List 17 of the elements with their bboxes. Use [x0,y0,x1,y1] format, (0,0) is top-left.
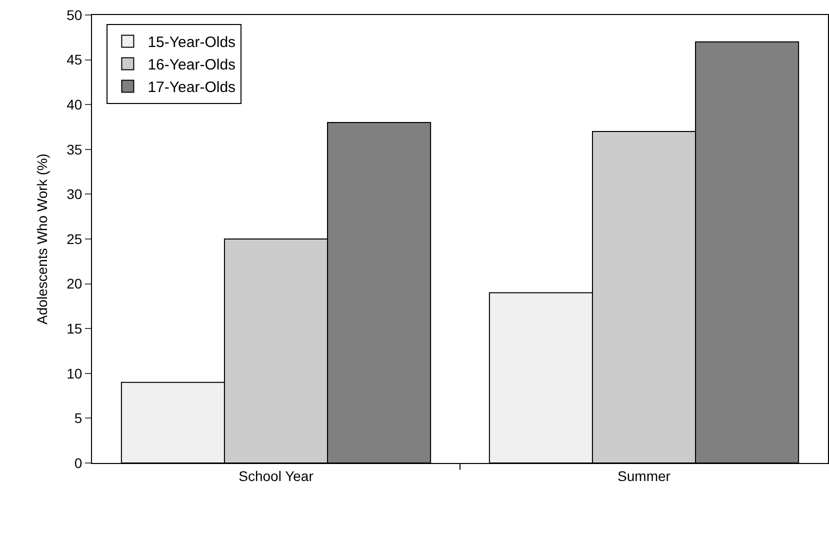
y-tick-label: 0 [74,454,82,471]
legend-label: 16-Year-Olds [148,56,236,74]
y-axis-title: Adolescents Who Work (%) [34,154,50,324]
y-tick-label: 45 [66,52,82,68]
y-tick-label: 40 [66,96,82,112]
y-tick-label: 10 [66,365,82,382]
y-tick-label: 30 [66,186,82,202]
x-tick-label: Summer [618,468,671,484]
legend-label: 15-Year-Olds [148,34,236,52]
x-tick-label: School Year [238,468,314,484]
y-tick-label: 50 [66,6,82,23]
legend-label: 17-Year-Olds [148,79,236,96]
y-tick-label: 15 [66,320,82,336]
y-tick-label: 20 [66,276,82,292]
y-tick-label: 25 [66,230,82,247]
y-tick-label: 5 [74,410,82,426]
y-tick-label: 35 [66,141,82,158]
